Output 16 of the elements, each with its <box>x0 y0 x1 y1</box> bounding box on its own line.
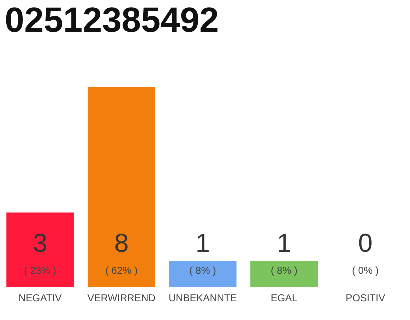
annotation: 8 <box>114 228 129 258</box>
x-tick-label: UNBEKANNTE <box>168 294 238 304</box>
data-label: ( 8% ) <box>270 266 298 277</box>
annotation: 3 <box>33 228 48 258</box>
data-label: ( 8% ) <box>190 266 216 277</box>
annotation: 1 <box>196 228 210 258</box>
data-label: ( 62% ) <box>106 266 138 277</box>
x-tick-label: POSITIV <box>346 294 386 304</box>
annotation: 0 <box>358 228 373 258</box>
data-label: ( 0% ) <box>352 266 379 277</box>
chart-title: 02512385492 <box>5 1 220 40</box>
data-label: ( 23% ) <box>24 266 56 277</box>
x-tick-label: EGAL <box>270 294 298 304</box>
annotation: 1 <box>277 228 292 258</box>
x-tick-label: VERWIRREND <box>88 294 156 304</box>
x-tick-label: NEGATIV <box>18 294 62 304</box>
